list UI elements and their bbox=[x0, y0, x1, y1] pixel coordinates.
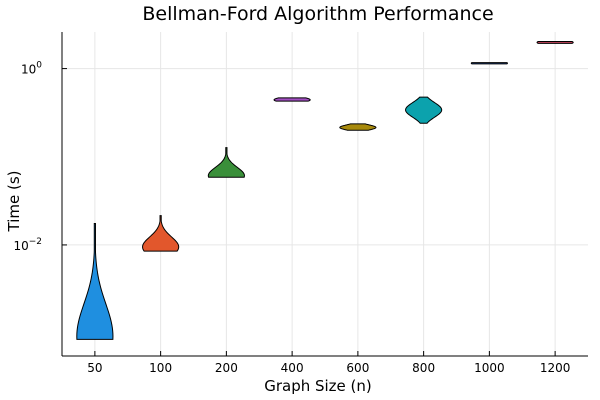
y-tick-exponent: 0 bbox=[36, 61, 42, 71]
y-tick-label: 100 bbox=[21, 61, 42, 77]
y-tick-base: 10 bbox=[13, 239, 28, 253]
violins bbox=[76, 40, 574, 340]
grid bbox=[62, 32, 588, 356]
x-tick-label: 400 bbox=[281, 361, 304, 375]
x-tick-label: 600 bbox=[346, 361, 369, 375]
violin-shape bbox=[207, 147, 245, 178]
violin-shape bbox=[536, 40, 574, 44]
x-tick-label: 1000 bbox=[474, 361, 505, 375]
violin-shape bbox=[405, 96, 443, 124]
x-tick-label: 1200 bbox=[540, 361, 571, 375]
x-tick-label: 50 bbox=[87, 361, 102, 375]
x-tick-label: 200 bbox=[215, 361, 238, 375]
y-axis-label: Time (s) bbox=[5, 171, 23, 233]
violin-shape bbox=[142, 215, 180, 252]
violin-shape bbox=[470, 62, 508, 65]
violin-shape bbox=[76, 223, 114, 340]
violin-shape bbox=[339, 123, 377, 131]
chart-title: Bellman-Ford Algorithm Performance bbox=[142, 3, 493, 25]
y-tick-label: 10−2 bbox=[13, 237, 42, 253]
x-axis-label: Graph Size (n) bbox=[264, 377, 372, 395]
violin-shape bbox=[273, 97, 311, 102]
y-tick-exponent: −2 bbox=[29, 237, 42, 247]
x-tick-label: 100 bbox=[149, 361, 172, 375]
y-tick-base: 10 bbox=[21, 63, 36, 77]
x-tick-label: 800 bbox=[412, 361, 435, 375]
